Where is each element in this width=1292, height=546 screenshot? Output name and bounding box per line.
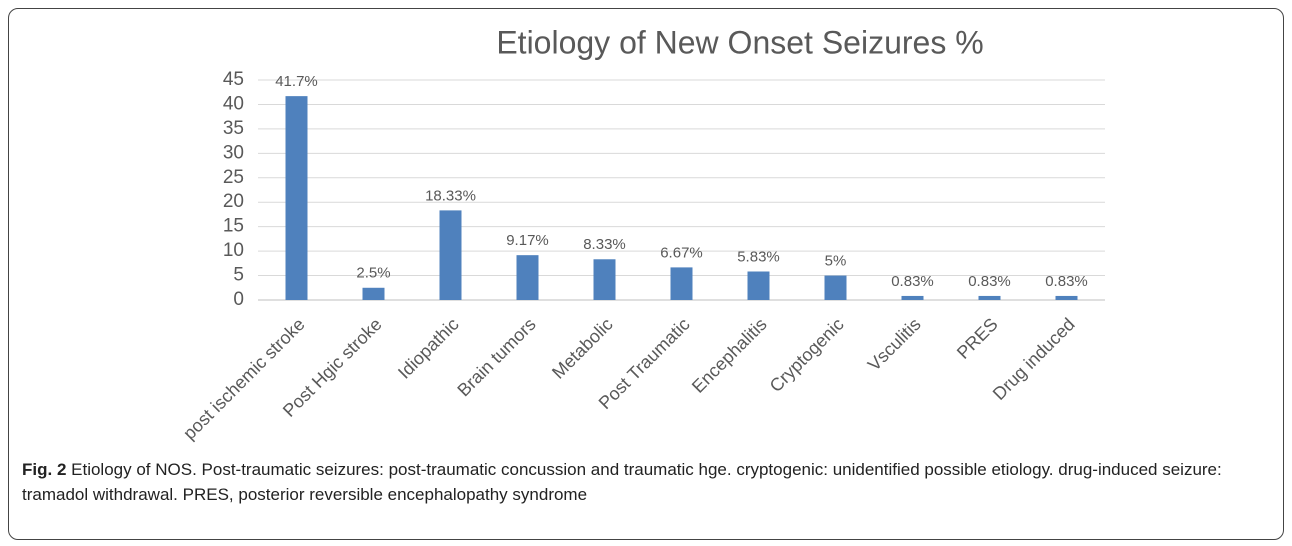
bar [978, 295, 1001, 300]
x-tick-label: Drug induced [989, 314, 1079, 404]
x-tick-label: Vsculitis [864, 314, 925, 375]
bar [593, 259, 616, 300]
y-tick-label: 30 [223, 142, 244, 163]
caption: Fig. 2 Etiology of NOS. Post-traumatic s… [22, 457, 1272, 507]
bar [1055, 295, 1078, 300]
y-tick-label: 5 [233, 265, 244, 286]
bar [362, 287, 385, 300]
x-tick-label: PRES [953, 314, 1002, 363]
bar [516, 255, 539, 300]
data-label: 0.83% [891, 273, 934, 290]
figure-border [8, 8, 1284, 540]
x-tick-label: Encephalitis [688, 314, 771, 397]
data-label: 41.7% [275, 73, 318, 90]
bar [824, 275, 847, 300]
data-label: 6.67% [660, 244, 703, 261]
chart-title: Etiology of New Onset Seizures % [496, 24, 983, 60]
y-tick-label: 45 [223, 69, 244, 90]
data-label: 5% [825, 253, 847, 270]
data-label: 8.33% [583, 236, 626, 253]
data-label: 0.83% [968, 273, 1011, 290]
data-label: 9.17% [506, 232, 549, 249]
caption-label: Fig. 2 [22, 460, 67, 479]
y-tick-label: 25 [223, 167, 244, 188]
data-label: 0.83% [1045, 273, 1088, 290]
caption-text: Etiology of NOS. Post-traumatic seizures… [22, 460, 1222, 504]
x-tick-label: Brain tumors [453, 314, 539, 400]
y-tick-label: 0 [233, 289, 244, 310]
x-tick-label: Idiopathic [394, 314, 463, 383]
bar [285, 96, 308, 300]
x-tick-label: Metabolic [548, 314, 617, 383]
y-tick-label: 35 [223, 118, 244, 139]
x-tick-label: post ischemic stroke [179, 314, 308, 443]
bar [670, 267, 693, 300]
y-tick-label: 10 [223, 240, 244, 261]
data-label: 18.33% [425, 187, 476, 204]
data-label: 5.83% [737, 248, 780, 265]
bar [747, 271, 770, 300]
data-label: 2.5% [356, 265, 390, 282]
y-tick-label: 15 [223, 216, 244, 237]
y-tick-label: 20 [223, 191, 244, 212]
bar [901, 295, 924, 300]
chart: Etiology of New Onset Seizures % 0 5 10 15 2… [179, 24, 1105, 443]
bar [439, 210, 462, 300]
x-tick-label: Cryptogenic [766, 314, 848, 396]
y-tick-label: 40 [223, 93, 244, 114]
